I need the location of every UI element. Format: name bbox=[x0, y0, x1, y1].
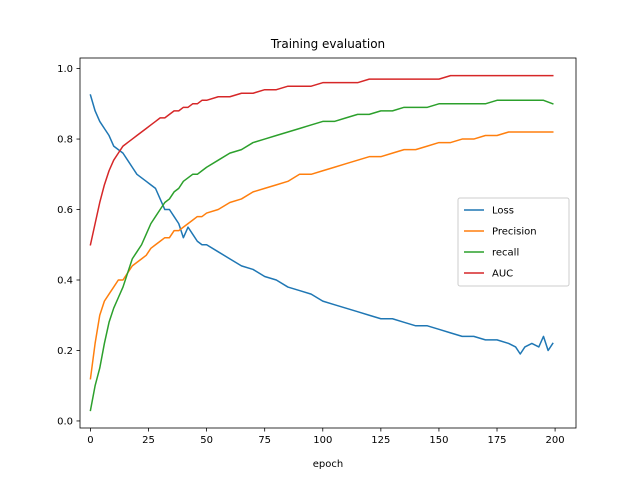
x-tick-label: 125 bbox=[371, 435, 390, 446]
series-line-precision bbox=[89, 131, 554, 380]
series-layer bbox=[89, 74, 554, 412]
x-tick-label: 75 bbox=[258, 435, 271, 446]
legend-label-recall: recall bbox=[492, 248, 519, 259]
legend-box bbox=[457, 197, 570, 287]
x-tick-label: 25 bbox=[142, 435, 155, 446]
y-tick-label: 0.0 bbox=[57, 416, 73, 427]
y-tick-label: 0.6 bbox=[57, 205, 73, 216]
legend-label-loss: Loss bbox=[492, 206, 514, 217]
series-line-loss bbox=[89, 94, 554, 355]
x-axis-label: epoch bbox=[313, 459, 343, 470]
legend-label-precision: Precision bbox=[492, 227, 537, 238]
x-tick-label: 150 bbox=[429, 435, 448, 446]
series-line-auc bbox=[89, 74, 554, 246]
y-tick-label: 1.0 bbox=[57, 64, 73, 75]
series-line-recall bbox=[89, 99, 554, 412]
x-tick-label: 50 bbox=[200, 435, 213, 446]
x-tick-label: 175 bbox=[487, 435, 506, 446]
chart-title: Training evaluation bbox=[270, 37, 385, 51]
axes-layer: 0 25 50 75 100 125 150 175 200 0.0 0.2 0.4 0.6 0.8 1.0 bbox=[57, 57, 577, 446]
axes-frame bbox=[79, 57, 577, 429]
y-tick-label: 0.8 bbox=[57, 135, 73, 146]
x-tick-label: 0 bbox=[87, 435, 93, 446]
legend-label-auc: AUC bbox=[492, 269, 513, 280]
y-tick-label: 0.4 bbox=[57, 276, 73, 287]
legend: Loss Precision recall AUC bbox=[457, 197, 570, 287]
x-tick-label: 100 bbox=[313, 435, 332, 446]
y-tick-label: 0.2 bbox=[57, 346, 73, 357]
x-tick-label: 200 bbox=[546, 435, 565, 446]
